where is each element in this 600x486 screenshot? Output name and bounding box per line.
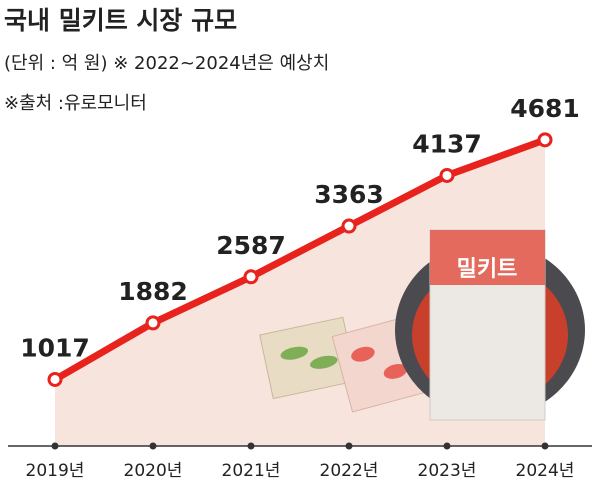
x-tick-label: 2022년 [320,461,379,481]
data-label: 3363 [314,180,384,209]
x-tick [345,442,353,450]
marker [537,132,553,148]
data-label: 4681 [510,94,580,123]
x-tick [443,442,451,450]
marker [243,269,259,285]
data-label: 1017 [20,333,90,362]
illustration: 밀키트 [259,229,585,421]
chart-title: 국내 밀키트 시장 규모 [4,6,237,35]
x-tick-label: 2021년 [222,461,281,481]
data-label: 2587 [216,231,286,260]
x-tick [541,442,549,450]
marker [341,218,357,234]
chart-subtitle: (단위 : 억 원) ※ 2022~2024년은 예상치 [4,53,329,74]
data-label: 4137 [412,129,482,158]
x-tick [247,442,255,450]
data-label: 1882 [118,277,188,306]
marker [47,371,63,387]
x-tick [51,442,59,450]
marker [439,167,455,183]
x-tick-label: 2023년 [418,461,477,481]
kit-label: 밀키트 [457,257,518,282]
line [53,136,547,383]
source: ※출처 :유로모니터 [4,93,147,114]
x-tick-label: 2024년 [516,461,575,481]
marker [145,315,161,331]
x-tick-label: 2019년 [26,461,85,481]
x-tick [149,442,157,450]
x-tick-label: 2020년 [124,461,183,481]
